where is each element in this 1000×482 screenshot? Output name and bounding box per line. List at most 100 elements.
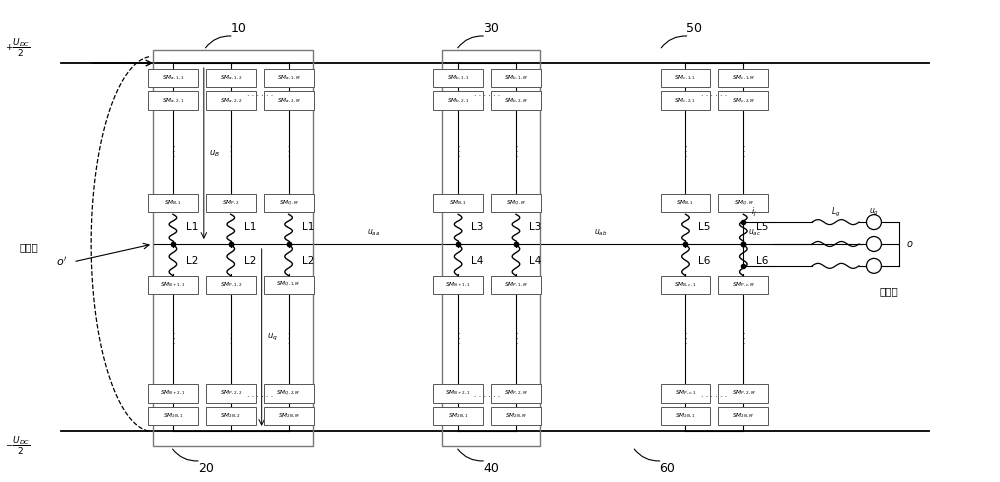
Text: $SM_{N,c,1}$: $SM_{N,c,1}$ bbox=[674, 281, 697, 289]
Bar bbox=[718, 92, 768, 110]
Text: $SM_{P,c,1}$: $SM_{P,c,1}$ bbox=[675, 389, 696, 398]
Text: $u_q$: $u_q$ bbox=[267, 332, 277, 343]
Text: $-\dfrac{U_{DC}}{2}$: $-\dfrac{U_{DC}}{2}$ bbox=[5, 435, 31, 457]
Text: 直流侧: 直流侧 bbox=[20, 242, 39, 252]
Bar bbox=[442, 50, 540, 446]
Text: 20: 20 bbox=[198, 462, 214, 475]
Bar bbox=[153, 50, 313, 446]
Text: ·
·
·: · · · bbox=[684, 144, 687, 160]
Text: $SM_{P,c,M}$: $SM_{P,c,M}$ bbox=[732, 281, 755, 289]
Text: $SM_{2N,1}$: $SM_{2N,1}$ bbox=[448, 412, 469, 420]
Bar bbox=[206, 194, 256, 212]
Text: 30: 30 bbox=[483, 22, 499, 35]
Text: $SM_{2N,2}$: $SM_{2N,2}$ bbox=[220, 412, 241, 420]
Text: $SM_{N+1,1}$: $SM_{N+1,1}$ bbox=[160, 281, 186, 289]
Bar bbox=[491, 406, 541, 425]
Text: ·
·
·: · · · bbox=[457, 331, 459, 347]
Text: L3: L3 bbox=[471, 222, 483, 232]
Text: $SM_{N+1,1}$: $SM_{N+1,1}$ bbox=[445, 281, 471, 289]
Text: L6: L6 bbox=[756, 256, 769, 267]
Text: 交流侧: 交流侧 bbox=[880, 286, 898, 296]
Text: ·
·
·: · · · bbox=[230, 144, 232, 160]
Bar bbox=[206, 92, 256, 110]
Bar bbox=[264, 194, 314, 212]
Text: · · · · · ·: · · · · · · bbox=[474, 393, 500, 402]
Text: $SM_{N+2,1}$: $SM_{N+2,1}$ bbox=[445, 389, 471, 398]
Bar bbox=[491, 384, 541, 402]
Text: ·
·
·: · · · bbox=[287, 331, 290, 347]
Text: $SM_{P,1,M}$: $SM_{P,1,M}$ bbox=[504, 281, 528, 289]
Text: $SM_{N,1}$: $SM_{N,1}$ bbox=[164, 199, 182, 207]
Text: $SM_{a,1,M}$: $SM_{a,1,M}$ bbox=[277, 74, 300, 82]
Bar bbox=[661, 69, 710, 87]
Text: ·
·
·: · · · bbox=[172, 331, 174, 347]
Bar bbox=[433, 92, 483, 110]
Text: $u_{ac}$: $u_{ac}$ bbox=[748, 228, 761, 238]
Bar bbox=[148, 384, 198, 402]
Text: $SM_{2N,M}$: $SM_{2N,M}$ bbox=[732, 412, 754, 420]
Bar bbox=[433, 69, 483, 87]
Text: $SM_{a,2,2}$: $SM_{a,2,2}$ bbox=[220, 96, 242, 105]
Text: $SM_{P,2,M}$: $SM_{P,2,M}$ bbox=[504, 389, 528, 398]
Text: $o'$: $o'$ bbox=[56, 255, 68, 268]
Bar bbox=[148, 276, 198, 294]
Text: $o$: $o$ bbox=[906, 239, 913, 249]
Text: $u_{ab}$: $u_{ab}$ bbox=[594, 228, 607, 238]
Text: $SM_{Q,M}$: $SM_{Q,M}$ bbox=[506, 199, 526, 208]
Bar bbox=[264, 384, 314, 402]
Text: L4: L4 bbox=[471, 256, 483, 267]
Text: 40: 40 bbox=[483, 462, 499, 475]
Bar bbox=[491, 69, 541, 87]
Bar bbox=[264, 92, 314, 110]
Text: $i_j$: $i_j$ bbox=[751, 206, 757, 219]
Text: $SM_{N+2,1}$: $SM_{N+2,1}$ bbox=[160, 389, 186, 398]
Text: · · · · · ·: · · · · · · bbox=[701, 393, 727, 402]
Text: · · · · · ·: · · · · · · bbox=[247, 393, 273, 402]
Text: L5: L5 bbox=[698, 222, 711, 232]
Bar bbox=[718, 194, 768, 212]
Text: ·
·
·: · · · bbox=[684, 331, 687, 347]
Text: $SM_{b,1,M}$: $SM_{b,1,M}$ bbox=[504, 74, 528, 82]
Text: $+\dfrac{U_{DC}}{2}$: $+\dfrac{U_{DC}}{2}$ bbox=[5, 37, 31, 59]
Bar bbox=[433, 194, 483, 212]
Bar bbox=[148, 194, 198, 212]
Text: $u_{aa}$: $u_{aa}$ bbox=[367, 228, 380, 238]
Text: 50: 50 bbox=[686, 22, 702, 35]
Text: ·
·
·: · · · bbox=[515, 144, 517, 160]
Bar bbox=[148, 406, 198, 425]
Text: L3: L3 bbox=[529, 222, 541, 232]
Text: ·
·
·: · · · bbox=[230, 331, 232, 347]
Text: $SM_{c,2,M}$: $SM_{c,2,M}$ bbox=[732, 96, 755, 105]
Text: L6: L6 bbox=[698, 256, 711, 267]
Bar bbox=[206, 384, 256, 402]
Bar bbox=[661, 384, 710, 402]
Text: $SM_{Q,M}$: $SM_{Q,M}$ bbox=[279, 199, 298, 208]
Text: $SM_{a,1,2}$: $SM_{a,1,2}$ bbox=[220, 74, 242, 82]
Text: $SM_{b,2,M}$: $SM_{b,2,M}$ bbox=[504, 96, 528, 105]
Bar bbox=[491, 276, 541, 294]
Bar bbox=[206, 276, 256, 294]
Text: · · · · · ·: · · · · · · bbox=[474, 92, 500, 101]
Text: ·
·
·: · · · bbox=[457, 144, 459, 160]
Text: $SM_{2N,M}$: $SM_{2N,M}$ bbox=[278, 412, 300, 420]
Text: $SM_{c,1,1}$: $SM_{c,1,1}$ bbox=[674, 74, 697, 82]
Bar bbox=[718, 406, 768, 425]
Text: L2: L2 bbox=[244, 256, 256, 267]
Text: 10: 10 bbox=[231, 22, 247, 35]
Text: $SM_{P,2,2}$: $SM_{P,2,2}$ bbox=[220, 389, 242, 398]
Text: L5: L5 bbox=[756, 222, 769, 232]
Text: L2: L2 bbox=[302, 256, 314, 267]
Text: · · · · · ·: · · · · · · bbox=[701, 92, 727, 101]
Text: $SM_{N,1}$: $SM_{N,1}$ bbox=[449, 199, 467, 207]
Text: L1: L1 bbox=[186, 222, 198, 232]
Text: L4: L4 bbox=[529, 256, 541, 267]
Bar bbox=[661, 92, 710, 110]
Text: $SM_{N,1}$: $SM_{N,1}$ bbox=[676, 199, 695, 207]
Text: $SM_{b,1,1}$: $SM_{b,1,1}$ bbox=[447, 74, 469, 82]
Bar bbox=[491, 92, 541, 110]
Text: $SM_{P,1,2}$: $SM_{P,1,2}$ bbox=[220, 281, 242, 289]
Text: $SM_{a,2,M}$: $SM_{a,2,M}$ bbox=[277, 96, 300, 105]
Bar bbox=[661, 194, 710, 212]
Text: $u_g$: $u_g$ bbox=[869, 207, 879, 218]
Text: 60: 60 bbox=[660, 462, 675, 475]
